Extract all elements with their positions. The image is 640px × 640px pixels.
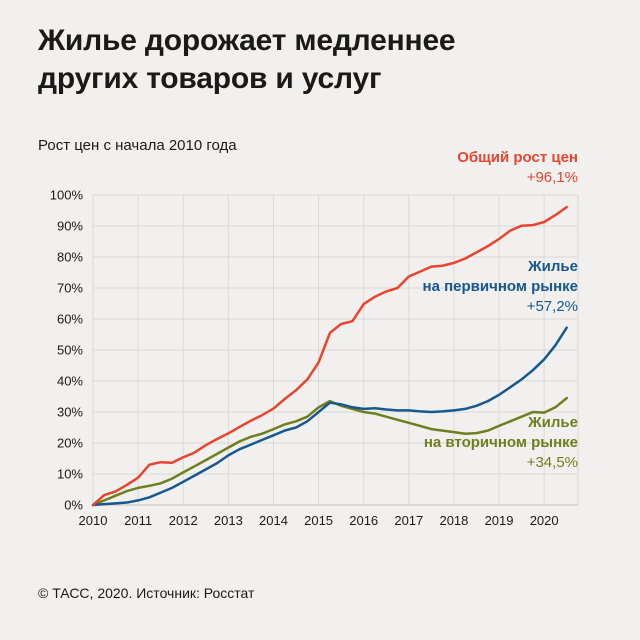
series-label-secondary-name2: на вторичном рынке	[423, 434, 578, 451]
svg-text:2010: 2010	[79, 513, 108, 528]
page-title: Жилье дорожает медленнее других товаров …	[38, 22, 608, 97]
series-label-overall-value: +96,1%	[526, 169, 578, 186]
series-label-primary-name2: на первичном рынке	[422, 278, 578, 295]
svg-text:20%: 20%	[57, 436, 83, 451]
svg-text:100%: 100%	[50, 188, 84, 203]
svg-text:2020: 2020	[530, 513, 559, 528]
series-label-secondary: Жилье на вторичном рынке +34,5%	[424, 413, 578, 473]
svg-text:0%: 0%	[64, 498, 83, 513]
svg-text:2011: 2011	[124, 513, 152, 528]
series-label-primary: Жилье на первичном рынке +57,2%	[423, 257, 578, 317]
svg-text:2019: 2019	[485, 513, 514, 528]
series-label-secondary-value: +34,5%	[526, 454, 578, 471]
series-label-primary-name1: Жилье	[528, 258, 578, 275]
source-credit: © ТАСС, 2020. Источник: Росстат	[38, 585, 255, 601]
svg-text:2018: 2018	[439, 513, 468, 528]
svg-text:60%: 60%	[57, 312, 83, 327]
svg-text:90%: 90%	[57, 219, 83, 234]
svg-text:10%: 10%	[57, 467, 83, 482]
svg-text:2016: 2016	[349, 513, 378, 528]
series-label-overall-name: Общий рост цен	[457, 149, 578, 166]
svg-text:30%: 30%	[57, 405, 83, 420]
chart-subtitle: Рост цен с начала 2010 года	[38, 137, 237, 154]
svg-text:2017: 2017	[394, 513, 423, 528]
series-label-primary-value: +57,2%	[526, 298, 578, 315]
svg-text:40%: 40%	[57, 374, 83, 389]
svg-text:2015: 2015	[304, 513, 333, 528]
svg-text:2014: 2014	[259, 513, 288, 528]
series-label-secondary-name1: Жилье	[528, 414, 578, 431]
line-chart: 0% 10% 20% 30% 40% 50% 60% 70% 80% 90% 100% 2010 201…	[50, 188, 579, 528]
svg-text:50%: 50%	[57, 343, 83, 358]
svg-text:80%: 80%	[57, 250, 83, 265]
svg-text:70%: 70%	[57, 281, 83, 296]
page-title-line1: Жилье дорожает медленнее	[38, 24, 456, 57]
series-label-overall: Общий рост цен +96,1%	[457, 148, 578, 188]
svg-text:2013: 2013	[214, 513, 243, 528]
svg-text:2012: 2012	[169, 513, 198, 528]
page-title-line2: других товаров и услуг	[38, 61, 382, 95]
